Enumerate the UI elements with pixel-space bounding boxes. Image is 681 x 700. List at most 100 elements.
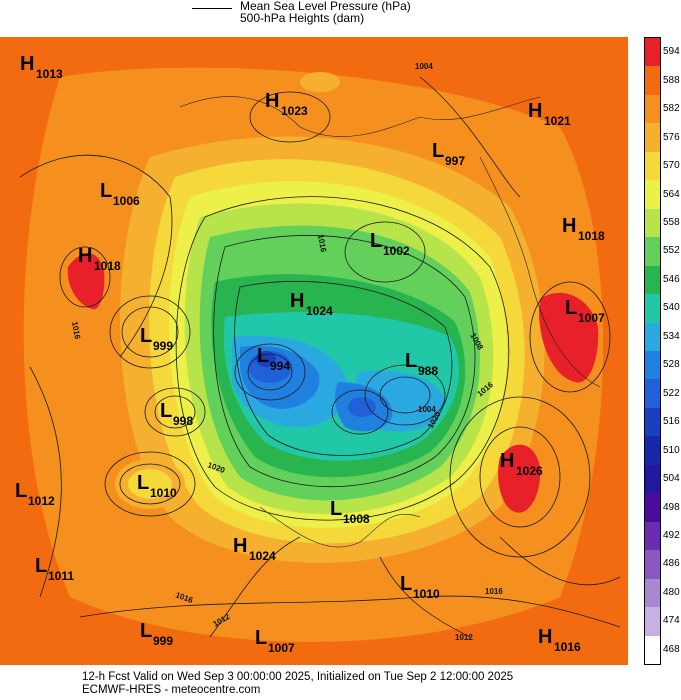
low-pressure-center: L 994 [257,345,290,373]
pressure-center-letter: L [137,472,149,494]
high-pressure-center: H 1016 [538,626,581,654]
colorbar-segment [645,635,660,665]
pressure-center-value: 1021 [544,114,571,128]
colorbar-tick-label: 516 [663,416,680,428]
low-pressure-center: L 1010 [137,472,177,500]
pressure-center-letter: H [233,535,247,557]
colorbar-tick-label: 582 [663,103,680,115]
height-588-region [0,37,628,665]
low-pressure-center: L 997 [432,140,465,168]
pressure-center-value: 997 [445,154,465,168]
pressure-center-value: 999 [153,339,173,353]
legend-line-symbol [192,8,232,9]
low-pressure-center: L 1008 [330,498,370,526]
high-pressure-center: H 1023 [265,90,308,118]
colorbar-tick-label: 510 [663,444,680,456]
colorbar-segment [645,38,660,67]
pressure-center-letter: L [400,573,412,595]
colorbar-tick-label: 576 [663,131,680,143]
pressure-center-letter: H [538,626,552,648]
low-pressure-center: L 1006 [100,180,140,208]
colorbar-tick-label: 558 [663,216,680,228]
high-region-east [539,292,599,383]
colorbar-segment [645,464,660,494]
colorbar-segment [645,237,660,267]
low-pressure-center: L 1002 [370,230,410,258]
height-576-blob-2 [300,72,340,92]
isobar-label: 1016 [316,234,328,254]
pressure-center-letter: L [160,400,172,422]
colorbar-segment [645,607,660,637]
colorbar-segment [645,265,660,295]
high-pressure-center: H 1013 [20,53,63,81]
low-pressure-center: L 988 [405,350,438,378]
colorbar-tick-label: 534 [663,330,680,342]
colorbar-segment [645,66,660,96]
low-pressure-center: L 999 [140,620,173,648]
colorbar-segment [645,208,660,238]
isobar-label: 1012 [455,633,473,642]
pressure-center-value: 1018 [578,229,605,243]
pressure-center-value: 1010 [413,587,440,601]
isobar-lines [19,76,621,638]
colorbar-tick-label: 480 [663,586,680,598]
low-pressure-center: L 1007 [255,627,295,655]
isobar-label: 1016 [485,587,503,596]
pressure-center-letter: L [100,180,112,202]
coastline-lines [179,96,601,548]
colorbar-tick-label: 522 [663,387,680,399]
colorbar-segment [645,407,660,437]
height-570-blob [128,469,172,499]
high-pressure-center: H 1018 [78,245,121,273]
colorbar-segment [645,379,660,409]
high-region-west [67,253,105,310]
height-522-core-2 [348,397,376,417]
pressure-center-value: 998 [173,414,193,428]
colorbar-tick-label: 474 [663,615,680,627]
colorbar-tick-label: 546 [663,273,680,285]
colorbar [644,37,661,665]
pressure-center-value: 1006 [113,194,140,208]
colorbar-segment [645,180,660,210]
colorbar-segment [645,493,660,523]
isobar-label: 1004 [415,62,433,71]
high-pressure-center: H 1024 [233,535,276,563]
pressure-center-letter: L [565,297,577,319]
pressure-center-value: 1002 [383,244,410,258]
colorbar-segment [645,550,660,580]
high-region-southeast [498,444,541,513]
pressure-center-letter: L [330,498,342,520]
pressure-center-value: 988 [418,364,438,378]
pressure-center-letter: H [528,100,542,122]
pressure-center-value: 1026 [516,464,543,478]
pressure-center-value: 1016 [554,640,581,654]
pressure-center-letter: L [15,480,27,502]
colorbar-segment [645,94,660,124]
low-pressure-center: L 999 [140,325,173,353]
colorbar-segment [645,436,660,466]
colorbar-segment [645,294,660,324]
colorbar-tick-label: 486 [663,558,680,570]
colorbar-tick-label: 492 [663,529,680,541]
pressure-center-letter: H [562,215,576,237]
pressure-center-letter: L [257,345,269,367]
pressure-center-value: 1018 [94,259,121,273]
weather-map: 1004 1016 1016 1008 1004 1020 1016 1020 … [0,37,628,665]
pressure-center-letter: L [140,325,152,347]
high-pressure-center: H 1026 [500,450,543,478]
pressure-center-value: 1024 [249,549,276,563]
colorbar-tick-label: 594 [663,46,680,58]
colorbar-tick-label: 468 [663,643,680,655]
pressure-center-letter: L [432,140,444,162]
low-pressure-center: L 1012 [15,480,55,508]
pressure-center-letter: H [20,53,34,75]
colorbar-segment [645,322,660,352]
pressure-center-letter: H [500,450,514,472]
pressure-center-value: 1013 [36,67,63,81]
colorbar-tick-label: 540 [663,302,680,314]
source-credit-text: ECMWF-HRES - meteocentre.com [82,684,261,696]
pressure-center-letter: H [290,290,304,312]
low-pressure-center: L 1007 [565,297,605,325]
pressure-center-value: 1007 [578,311,605,325]
colorbar-segment [645,123,660,153]
